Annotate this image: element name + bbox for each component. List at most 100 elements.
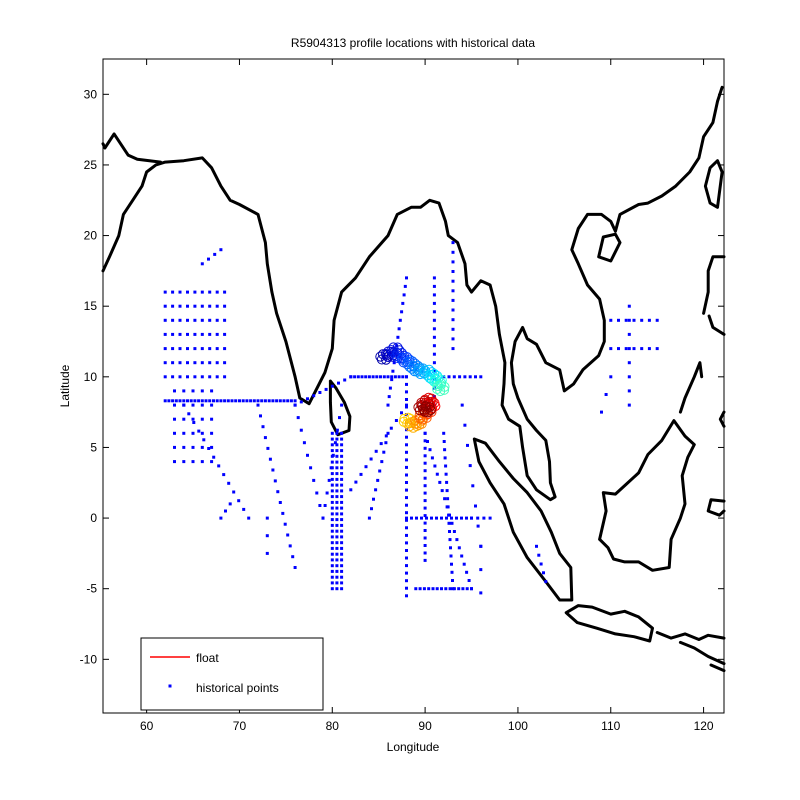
historical-point	[173, 460, 176, 464]
historical-point	[210, 389, 214, 393]
historical-point	[396, 335, 400, 339]
historical-point	[163, 332, 167, 336]
historical-point	[340, 443, 344, 447]
historical-point	[390, 375, 394, 379]
historical-point	[335, 460, 339, 464]
historical-point	[207, 257, 210, 261]
coastline-7	[706, 498, 726, 517]
historical-point	[343, 378, 347, 382]
historical-point	[420, 516, 423, 520]
historical-point	[299, 400, 303, 404]
historical-point	[208, 332, 212, 336]
historical-point	[430, 456, 434, 460]
historical-point	[330, 564, 334, 568]
historical-point	[330, 558, 334, 562]
historical-point	[444, 464, 448, 468]
historical-point	[435, 587, 439, 591]
historical-point	[423, 551, 427, 555]
historical-point	[335, 437, 339, 441]
historical-point	[215, 361, 219, 365]
historical-point	[191, 460, 195, 464]
historical-point	[276, 490, 280, 494]
historical-point	[171, 399, 175, 403]
historical-point	[470, 587, 473, 591]
historical-point	[318, 391, 322, 394]
historical-point	[378, 469, 382, 473]
float-profile-2	[388, 347, 399, 358]
historical-point	[182, 431, 186, 435]
y-tick-label: 10	[84, 370, 98, 384]
historical-point	[402, 293, 406, 297]
historical-point	[263, 436, 267, 440]
historical-point	[191, 403, 195, 407]
historical-point	[217, 464, 221, 468]
historical-point	[405, 541, 408, 545]
historical-point	[312, 478, 316, 482]
historical-point	[171, 375, 175, 379]
historical-point	[354, 480, 358, 484]
historical-point	[476, 516, 480, 520]
historical-point	[447, 521, 451, 525]
historical-point	[340, 541, 344, 545]
historical-point	[432, 352, 436, 356]
historical-point	[379, 375, 382, 379]
historical-point	[207, 447, 211, 450]
historical-point	[330, 587, 334, 591]
historical-point	[210, 431, 214, 435]
historical-point	[405, 382, 408, 386]
historical-point	[340, 587, 344, 591]
historical-point	[632, 347, 636, 351]
historical-point	[400, 310, 404, 314]
historical-point	[215, 332, 219, 336]
historical-point	[449, 546, 452, 550]
historical-point	[445, 480, 449, 484]
historical-point	[442, 375, 446, 379]
float-profile-1	[380, 349, 391, 359]
historical-point	[283, 522, 287, 526]
historical-point	[333, 441, 337, 445]
historical-point	[163, 318, 167, 322]
historical-point	[468, 464, 472, 468]
historical-point	[397, 327, 401, 331]
historical-point	[340, 477, 344, 481]
historical-point	[423, 454, 427, 458]
historical-point	[330, 443, 334, 447]
historical-point	[451, 260, 455, 264]
historical-point	[223, 304, 227, 308]
historical-point	[451, 298, 455, 302]
historical-point	[446, 497, 450, 501]
historical-point	[405, 511, 408, 515]
historical-point	[330, 454, 334, 458]
historical-point	[200, 318, 204, 322]
float-profile-11	[435, 386, 446, 397]
historical-point	[632, 318, 636, 322]
y-axis-label: Latitude	[58, 364, 72, 407]
historical-point	[286, 399, 290, 403]
historical-point	[330, 546, 334, 550]
historical-point	[423, 461, 427, 465]
historical-point	[340, 523, 344, 527]
historical-point	[405, 571, 408, 575]
historical-point	[259, 414, 262, 418]
historical-point	[182, 445, 186, 449]
historical-point	[432, 310, 436, 314]
historical-point	[340, 558, 344, 562]
historical-point	[423, 476, 427, 480]
historical-point	[212, 455, 216, 459]
historical-point	[330, 500, 334, 504]
historical-point	[435, 516, 438, 520]
historical-point	[391, 369, 395, 373]
legend-historical-marker	[168, 684, 172, 688]
historical-point	[186, 375, 189, 379]
coastline-14	[707, 314, 726, 336]
historical-point	[405, 458, 408, 462]
float-profile-3	[391, 351, 402, 362]
historical-point	[223, 318, 227, 322]
historical-point	[200, 332, 204, 336]
historical-point	[426, 440, 429, 443]
historical-point	[330, 466, 334, 470]
historical-point	[640, 347, 644, 351]
historical-point	[444, 472, 448, 476]
historical-point	[432, 395, 436, 399]
